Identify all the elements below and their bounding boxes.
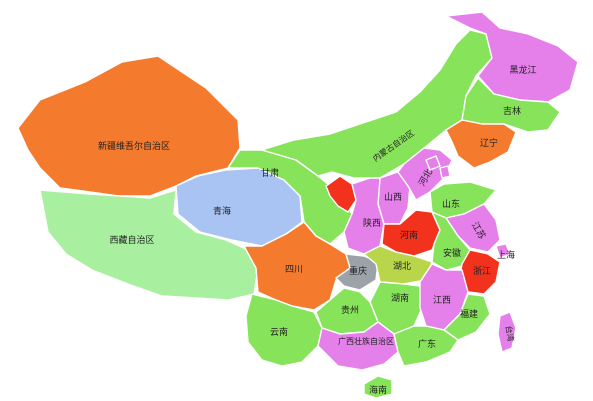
label-guizhou: 贵州 <box>341 304 359 316</box>
label-shaanxi: 陕西 <box>363 217 381 229</box>
province-hainan[interactable] <box>363 375 393 399</box>
label-yunnan: 云南 <box>270 326 288 338</box>
label-qinghai: 青海 <box>213 205 231 217</box>
label-chongqing: 重庆 <box>349 265 367 277</box>
province-yunnan[interactable] <box>245 293 323 367</box>
label-hainan: 海南 <box>369 384 387 396</box>
province-shanghai[interactable] <box>495 243 511 259</box>
label-jiangxi: 江西 <box>433 295 451 306</box>
label-heilongjiang: 黑龙江 <box>509 64 536 76</box>
province-fujian[interactable] <box>443 293 491 341</box>
label-sichuan: 四川 <box>285 265 303 275</box>
label-shanghai: 上海 <box>497 249 515 261</box>
label-gansu: 甘肃 <box>261 167 279 179</box>
province-qinghai[interactable] <box>175 167 303 247</box>
province-beijing[interactable] <box>425 155 441 171</box>
label-shandong: 山东 <box>442 198 460 210</box>
label-fujian: 福建 <box>460 308 478 320</box>
label-shanxi: 山西 <box>384 192 402 203</box>
label-zhejiang: 浙江 <box>473 265 491 277</box>
label-guangdong: 广东 <box>418 338 436 350</box>
label-xizang: 西藏自治区 <box>109 234 154 246</box>
label-hubei: 湖北 <box>393 261 411 272</box>
province-zhejiang[interactable] <box>459 249 501 295</box>
label-jilin: 吉林 <box>503 105 521 117</box>
label-liaoning: 辽宁 <box>480 137 498 149</box>
province-anhui[interactable] <box>431 211 471 271</box>
label-anhui: 安徽 <box>443 247 461 259</box>
province-taiwan[interactable] <box>497 311 517 353</box>
province-guangdong[interactable] <box>393 325 459 367</box>
label-henan: 河南 <box>400 229 418 241</box>
label-taiwan: 台湾 <box>504 325 517 342</box>
province-tianjin[interactable] <box>439 165 451 179</box>
province-ningxia[interactable] <box>325 175 357 213</box>
province-neimenggu[interactable] <box>261 29 493 179</box>
label-guangxi: 广西壮族自治区 <box>338 336 394 346</box>
label-xinjiang: 新疆维吾尔自治区 <box>98 140 170 152</box>
province-liaoning[interactable] <box>445 119 517 169</box>
label-hunan: 湖南 <box>391 292 409 304</box>
province-xizang[interactable] <box>39 189 259 301</box>
